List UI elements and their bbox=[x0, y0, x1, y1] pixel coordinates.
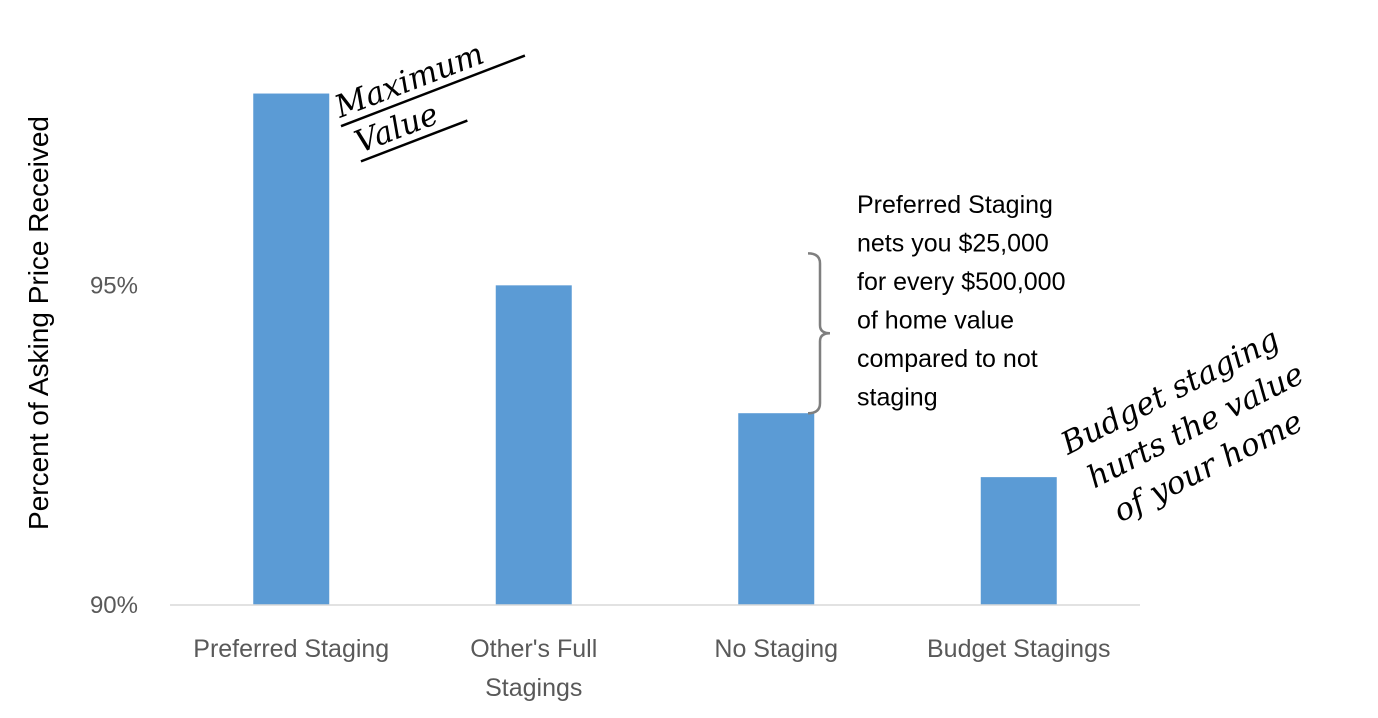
category-label-3: No Staging bbox=[714, 635, 838, 663]
bar-2 bbox=[495, 285, 572, 605]
category-label-4: Budget Stagings bbox=[927, 635, 1110, 663]
bracket-note-line-2: nets you $25,000 bbox=[857, 230, 1049, 258]
y-tick-label-1: 90% bbox=[90, 592, 138, 619]
bracket-note: Preferred Staging nets you $25,000 for eve… bbox=[857, 191, 1065, 412]
bracket-note-line-5: compared to not bbox=[857, 345, 1038, 373]
y-axis-label: Percent of Asking Price Received bbox=[23, 116, 54, 530]
category-label-2: Other's Full Stagings bbox=[470, 635, 597, 702]
maximum-underline bbox=[340, 54, 526, 128]
bar-1 bbox=[253, 93, 330, 605]
bracket-note-line-3: for every $500,000 bbox=[857, 268, 1065, 296]
bracket-note-line-1: Preferred Staging bbox=[857, 191, 1053, 219]
bracket-note-line-4: of home value bbox=[857, 307, 1014, 335]
category-label-1: Preferred Staging bbox=[193, 635, 389, 663]
bar-3 bbox=[738, 413, 815, 605]
y-tick-label-2: 95% bbox=[90, 272, 138, 299]
value-underline bbox=[360, 119, 468, 163]
bracket-note-line-6: staging bbox=[857, 384, 938, 412]
bar-4 bbox=[980, 477, 1057, 605]
difference-bracket bbox=[807, 252, 831, 415]
